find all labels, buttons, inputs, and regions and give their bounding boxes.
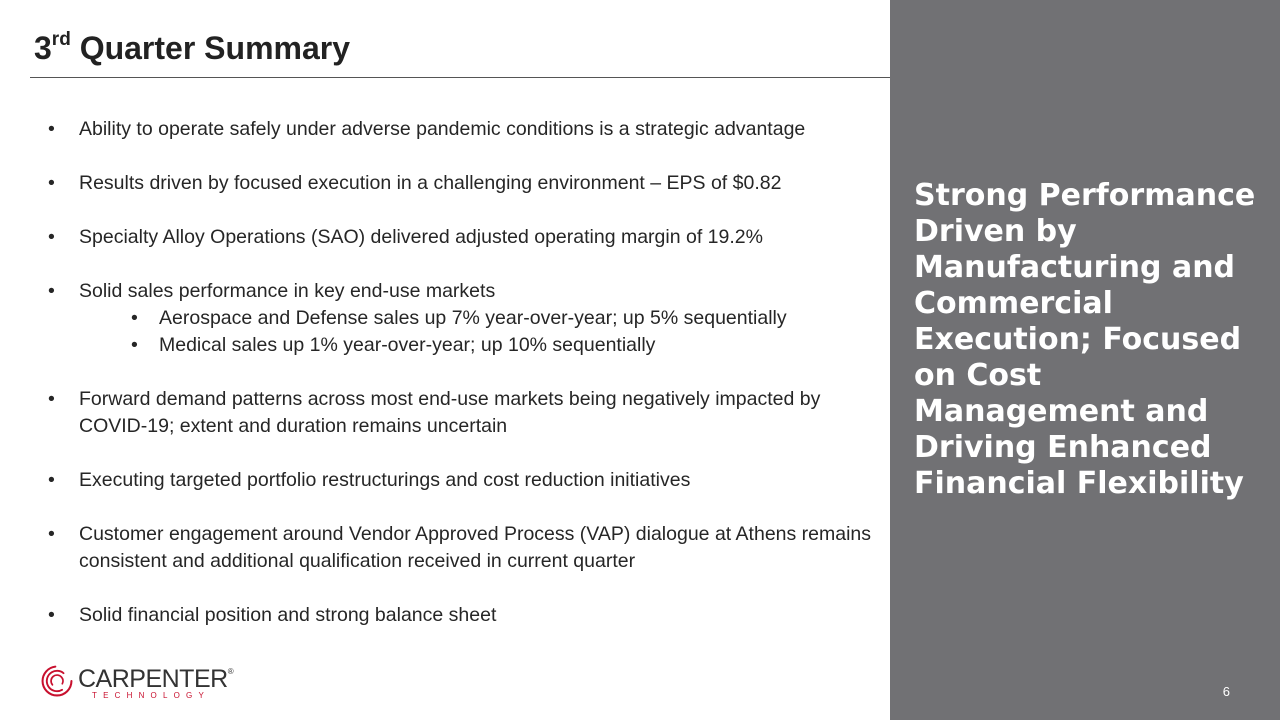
company-logo: CARPENTER® TECHNOLOGY — [40, 662, 234, 702]
bullet-item: Specialty Alloy Operations (SAO) deliver… — [48, 224, 878, 251]
bullet-text: Solid financial position and strong bala… — [79, 604, 497, 626]
sub-bullet-item: Aerospace and Defense sales up 7% year-o… — [79, 305, 878, 332]
side-panel: Strong Performance Driven by Manufacturi… — [890, 0, 1280, 720]
title-superscript: rd — [51, 29, 71, 51]
panel-tagline: Strong Performance Driven by Manufacturi… — [914, 178, 1256, 501]
bullet-item: Results driven by focused execution in a… — [48, 170, 878, 197]
logo-subtitle: TECHNOLOGY — [92, 691, 211, 700]
bullet-item: Forward demand patterns across most end-… — [48, 386, 878, 440]
bullet-item: Solid sales performance in key end-use m… — [48, 278, 878, 359]
bullet-item: Ability to operate safely under adverse … — [48, 116, 878, 143]
sub-bullet-item: Medical sales up 1% year-over-year; up 1… — [79, 332, 878, 359]
bullet-item: Customer engagement around Vendor Approv… — [48, 521, 878, 575]
logo-wordmark: CARPENTER® — [78, 665, 234, 693]
bullet-text: Specialty Alloy Operations (SAO) deliver… — [79, 226, 763, 248]
bullet-list: Ability to operate safely under adverse … — [48, 116, 878, 629]
bullet-text: Forward demand patterns across most end-… — [79, 388, 821, 437]
slide-title: 3rd Quarter Summary — [34, 29, 351, 66]
bullet-text: Customer engagement around Vendor Approv… — [79, 523, 872, 572]
bullet-text: Results driven by focused execution in a… — [79, 172, 782, 194]
bullet-item: Solid financial position and strong bala… — [48, 602, 878, 629]
title-divider — [30, 77, 890, 78]
bullet-text: Executing targeted portfolio restructuri… — [79, 469, 691, 491]
carpenter-swirl-logo-icon — [41, 665, 73, 697]
bullet-text: Ability to operate safely under adverse … — [79, 118, 806, 140]
bullet-text: Solid sales performance in key end-use m… — [79, 280, 496, 302]
bullet-item: Executing targeted portfolio restructuri… — [48, 467, 878, 494]
page-number: 6 — [1222, 684, 1230, 699]
